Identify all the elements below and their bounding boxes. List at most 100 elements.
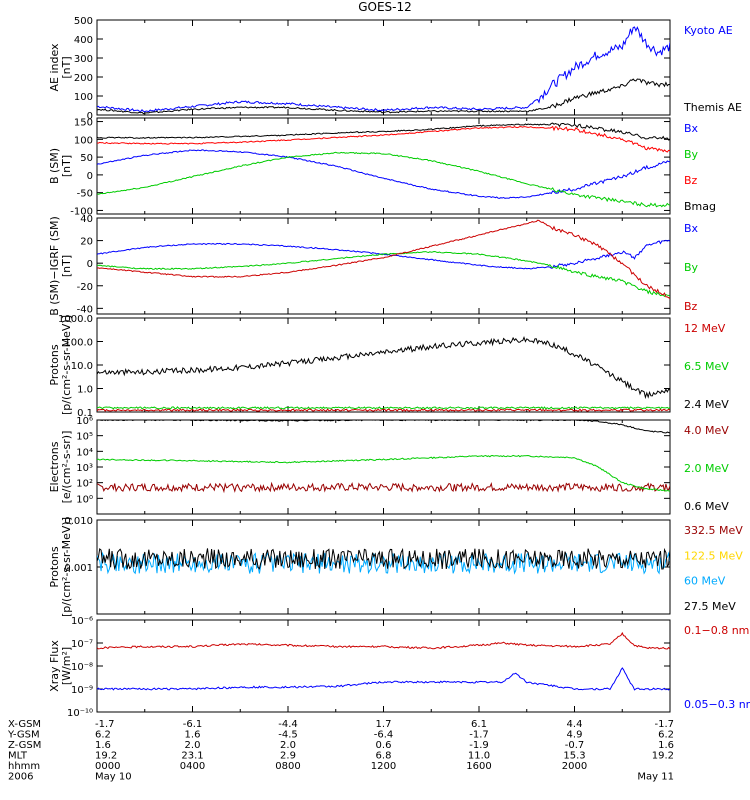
y-tick-label: 0 <box>87 111 93 122</box>
legend-4-0-mev: 4.0 MeV <box>684 424 729 437</box>
ephemeris-value: -1.7 <box>654 719 674 730</box>
legend-60-mev: 60 MeV <box>684 575 726 588</box>
series-group <box>97 335 670 412</box>
y-axis-unit: [p/(cm²-s-sr-MeV)] <box>60 517 73 617</box>
ephemeris-value: 6.2 <box>658 730 674 741</box>
series-line-2-4-mev <box>97 335 670 400</box>
ephemeris-value: 15.3 <box>563 751 585 762</box>
y-tick-label: 10⁴ <box>76 447 93 458</box>
y-tick-label: 500 <box>74 16 93 27</box>
legend-2-4-mev: 2.4 MeV <box>684 398 729 411</box>
y-axis-unit: [nT] <box>60 255 73 277</box>
panel-frame <box>96 519 671 615</box>
legend-27-5-mev: 27.5 MeV <box>684 600 736 613</box>
ephemeris-value: 0000 <box>95 761 120 772</box>
panel-frame <box>96 217 671 315</box>
ephemeris-value: May 11 <box>637 772 674 783</box>
series-group <box>97 219 670 300</box>
ephemeris-row-label: MLT <box>8 751 28 762</box>
legend-6-5-mev: 6.5 MeV <box>684 360 729 373</box>
y-axis-unit: [p/(cm²-s-sr-MeV)] <box>60 315 73 415</box>
series-group <box>97 122 670 208</box>
ephemeris-value: 19.2 <box>95 751 117 762</box>
y-tick-label: 10⁵ <box>76 432 93 443</box>
y-tick-label: 10⁻⁹ <box>71 685 93 696</box>
series-line-kyoto-ae <box>97 26 670 113</box>
y-tick-label: 10² <box>76 479 93 490</box>
ephemeris-value: 6.1 <box>471 719 487 730</box>
legend-bx: Bx <box>684 222 699 235</box>
y-axis-label: Protons <box>48 546 61 587</box>
panel-5: 10⁰ 10² 10³ 10⁴ 10⁵ 10⁶ Electrons [e/(cm²-s-sr)… <box>48 416 729 515</box>
ephemeris-value: 6.2 <box>95 730 111 741</box>
ephemeris-value: 2.9 <box>280 751 296 762</box>
panel-3: -40 -20 0 20 40 B (SM)−IGRF (SM) [nT] Bx By Bz <box>48 214 699 316</box>
y-axis-label: Electrons <box>48 441 61 492</box>
series-line-0-05-0-3-nm <box>97 667 670 691</box>
ephemeris-row-label: X-GSM <box>8 719 41 730</box>
y-axis-label: B (SM)−IGRF (SM) <box>48 216 61 316</box>
ephemeris-value: -4.5 <box>278 730 298 741</box>
series-line-bx <box>97 239 670 270</box>
ephemeris-value: 1600 <box>466 761 491 772</box>
ephemeris-value: -1.7 <box>95 719 115 730</box>
series-group <box>97 26 670 115</box>
ephemeris-row-label: hhmm <box>8 761 40 772</box>
y-tick-label: 1000.0 <box>58 314 93 325</box>
ephemeris-value: 0800 <box>275 761 300 772</box>
y-tick-label: 0.001 <box>64 563 93 574</box>
ephemeris-value: 1.6 <box>658 740 674 751</box>
y-tick-label: 300 <box>74 54 93 65</box>
y-tick-label: 1.0 <box>77 385 93 396</box>
ephemeris-value: 1200 <box>371 761 396 772</box>
panel-1: 0 100 200 300 400 500 AE index [nT] Kyoto AE Them… <box>48 16 742 122</box>
panel-frame <box>96 19 671 116</box>
ephemeris-value: -6.1 <box>183 719 203 730</box>
y-axis-label: B (SM) <box>48 148 61 184</box>
panel-frame <box>96 419 671 515</box>
legend-0-05-0-3-nm: 0.05−0.3 nm <box>684 698 750 711</box>
legend-122-5-mev: 122.5 MeV <box>684 549 743 562</box>
y-tick-label: 0.010 <box>64 516 93 527</box>
y-tick-label: -20 <box>77 282 93 293</box>
y-tick-label: 40 <box>80 214 93 225</box>
y-tick-label: 10⁻⁶ <box>71 616 93 627</box>
ephemeris-value: 1.7 <box>376 719 392 730</box>
ephemeris-value: -0.7 <box>565 740 585 751</box>
y-axis-unit: [e/(cm²-s-sr)] <box>60 431 73 504</box>
panel-7: 10⁻¹⁰ 10⁻⁹ 10⁻⁸ 10⁻⁷ 10⁻⁶ Xray Flux [W/m²] 0.1−… <box>48 616 750 719</box>
y-tick-label: 200 <box>74 73 93 84</box>
ephemeris-value: May 10 <box>95 772 132 783</box>
legend-12-mev: 12 MeV <box>684 322 726 335</box>
ephemeris-value: 2.0 <box>280 740 296 751</box>
series-line-bz <box>97 219 670 300</box>
ephemeris-row-label: Z-GSM <box>8 740 41 751</box>
series-line-bx <box>97 149 670 199</box>
ephemeris-value: 0400 <box>180 761 205 772</box>
y-tick-label: -100 <box>70 206 93 217</box>
legend-by: By <box>684 148 699 161</box>
y-tick-label: 10⁰ <box>76 494 93 505</box>
figure-title: GOES-12 <box>358 0 412 14</box>
y-tick-label: 100.0 <box>64 338 93 349</box>
y-tick-label: 400 <box>74 35 93 46</box>
ephemeris-value: -1.7 <box>469 730 489 741</box>
series-line-6-5-mev <box>97 406 670 410</box>
y-tick-label: 10³ <box>76 463 93 474</box>
y-axis-label: AE index <box>48 43 61 92</box>
series-line-0-6-mev <box>97 420 670 434</box>
y-tick-label: 100 <box>74 135 93 146</box>
y-axis-unit: [nT] <box>60 155 73 177</box>
legend-0-1-0-8-nm: 0.1−0.8 nm <box>684 624 749 637</box>
y-axis-label: Xray Flux <box>48 640 61 692</box>
ephemeris-value: 23.1 <box>181 751 203 762</box>
ephemeris-value: 2.0 <box>185 740 201 751</box>
panel-4: 0.1 1.0 10.0 100.0 1000.0 Protons [p/(cm²-s-sr… <box>48 314 729 419</box>
y-tick-label: 0 <box>87 171 93 182</box>
y-tick-label: 150 <box>74 118 93 129</box>
ephemeris-value: 1.6 <box>185 730 201 741</box>
y-tick-label: 20 <box>80 237 93 248</box>
y-axis-label: Protons <box>48 344 61 385</box>
ephemeris-value: -4.4 <box>278 719 298 730</box>
ephemeris-value: 0.6 <box>376 740 392 751</box>
